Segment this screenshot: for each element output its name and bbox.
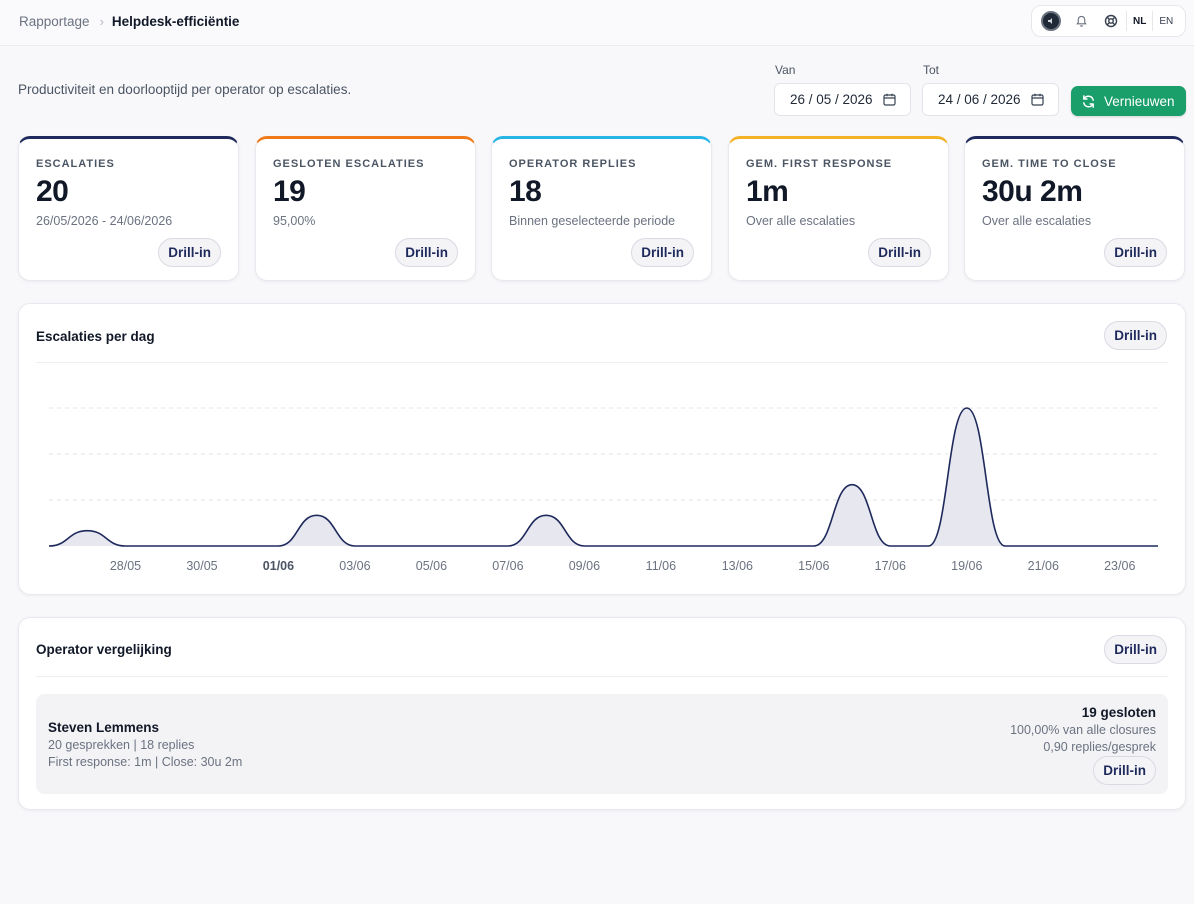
avatar[interactable] xyxy=(1041,11,1061,31)
calendar-icon[interactable] xyxy=(883,93,896,106)
kpi-card-operator-replies: OPERATOR REPLIES 18 Binnen geselecteerde… xyxy=(491,136,712,281)
refresh-icon xyxy=(1083,95,1094,108)
operator-replies-ratio: 0,90 replies/gesprek xyxy=(1043,740,1156,754)
kpi-value: 1m xyxy=(746,175,789,208)
chevron-right-icon: › xyxy=(99,14,104,29)
chart-x-tick-label: 21/06 xyxy=(1028,559,1059,573)
refresh-button[interactable]: Vernieuwen xyxy=(1071,86,1186,116)
language-en-button[interactable]: EN xyxy=(1159,15,1174,27)
kpi-label: ESCALATIES xyxy=(36,158,115,170)
chart-x-tick-label: 01/06 xyxy=(263,559,294,573)
chart-x-tick-label: 09/06 xyxy=(569,559,600,573)
to-date-label: Tot xyxy=(923,63,940,77)
bell-icon[interactable] xyxy=(1066,6,1096,36)
from-date-value: 26 / 05 / 2026 xyxy=(790,92,873,107)
breadcrumb-current: Helpdesk-efficiëntie xyxy=(111,14,240,29)
operators-panel: Operator vergelijking Drill-in Steven Le… xyxy=(18,617,1186,810)
refresh-button-label: Vernieuwen xyxy=(1104,93,1175,109)
chart-x-tick-label: 11/06 xyxy=(646,559,676,573)
kpi-card-escalaties: ESCALATIES 20 26/05/2026 - 24/06/2026 Dr… xyxy=(18,136,239,281)
kpi-value: 18 xyxy=(509,175,542,208)
chart-x-tick-label: 05/06 xyxy=(416,559,447,573)
chart-area-fill xyxy=(49,408,1158,546)
speaker-icon xyxy=(1048,18,1052,24)
operator-name: Steven Lemmens xyxy=(48,720,160,735)
panel-divider xyxy=(36,676,1168,677)
drill-in-button[interactable]: Drill-in xyxy=(1104,238,1167,267)
page-subtitle: Productiviteit en doorlooptijd per opera… xyxy=(18,82,352,97)
top-bar: Rapportage › Helpdesk-efficiëntie NL EN xyxy=(0,0,1194,46)
kpi-value: 19 xyxy=(273,175,306,208)
chart-panel-title: Escalaties per dag xyxy=(36,329,155,344)
chart-series-line xyxy=(48,407,1158,547)
language-nl-button[interactable]: NL xyxy=(1133,15,1147,27)
kpi-subtext: 26/05/2026 - 24/06/2026 xyxy=(36,214,173,228)
kpi-card-first-response: GEM. FIRST RESPONSE 1m Over alle escalat… xyxy=(728,136,949,281)
chart-x-tick-label: 23/06 xyxy=(1104,559,1135,573)
toolbar-divider xyxy=(1152,11,1154,31)
kpi-card-gesloten-escalaties: GESLOTEN ESCALATIES 19 95,00% Drill-in xyxy=(255,136,476,281)
chart-x-tick-label: 19/06 xyxy=(951,559,982,573)
breadcrumb: Rapportage › Helpdesk-efficiëntie xyxy=(19,14,239,29)
chart-x-tick-label: 03/06 xyxy=(339,559,370,573)
kpi-value: 20 xyxy=(36,175,69,208)
from-date-label: Van xyxy=(775,63,796,77)
kpi-label: GESLOTEN ESCALATIES xyxy=(273,158,425,170)
kpi-label: OPERATOR REPLIES xyxy=(509,158,637,170)
help-lifebuoy-icon[interactable] xyxy=(1096,6,1126,36)
chart-x-tick-label: 15/06 xyxy=(798,559,829,573)
drill-in-button[interactable]: Drill-in xyxy=(158,238,221,267)
to-date-value: 24 / 06 / 2026 xyxy=(938,92,1021,107)
operator-row: Steven Lemmens 20 gesprekken | 18 replie… xyxy=(36,694,1168,794)
kpi-subtext: Over alle escalaties xyxy=(746,214,856,228)
chart-x-tick-label: 28/05 xyxy=(110,559,141,573)
drill-in-button[interactable]: Drill-in xyxy=(1104,321,1167,350)
panel-divider xyxy=(36,362,1168,363)
kpi-card-time-to-close: GEM. TIME TO CLOSE 30u 2m Over alle esca… xyxy=(964,136,1185,281)
chart-x-tick-label: 07/06 xyxy=(492,559,523,573)
kpi-value: 30u 2m xyxy=(982,175,1083,208)
drill-in-button[interactable]: Drill-in xyxy=(395,238,458,267)
chart-panel: Escalaties per dag Drill-in 28/05 30/05 01… xyxy=(18,303,1186,595)
to-date-input[interactable]: 24 / 06 / 2026 xyxy=(922,83,1059,116)
calendar-icon[interactable] xyxy=(1031,93,1044,106)
chart-x-tick-label: 13/06 xyxy=(722,559,753,573)
from-date-input[interactable]: 26 / 05 / 2026 xyxy=(774,83,911,116)
operator-stats: 20 gesprekken | 18 replies xyxy=(48,738,195,752)
chart-x-tick-label: 30/05 xyxy=(186,559,217,573)
operator-closed-count: 19 gesloten xyxy=(1081,705,1156,720)
kpi-label: GEM. FIRST RESPONSE xyxy=(746,158,893,170)
chart-x-tick-label: 17/06 xyxy=(875,559,906,573)
operator-timings: First response: 1m | Close: 30u 2m xyxy=(48,755,243,769)
operator-closure-share: 100,00% van alle closures xyxy=(1010,723,1156,737)
drill-in-button[interactable]: Drill-in xyxy=(1093,756,1156,785)
kpi-subtext: 95,00% xyxy=(273,214,316,228)
kpi-label: GEM. TIME TO CLOSE xyxy=(982,158,1117,170)
operators-panel-title: Operator vergelijking xyxy=(36,642,172,657)
drill-in-button[interactable]: Drill-in xyxy=(868,238,931,267)
toolbar-divider xyxy=(1126,11,1127,31)
escalations-per-day-chart: 28/05 30/05 01/06 03/06 05/06 07/06 09/06 11/06… xyxy=(48,407,1158,573)
drill-in-button[interactable]: Drill-in xyxy=(1104,635,1167,664)
breadcrumb-parent-link[interactable]: Rapportage xyxy=(19,14,90,29)
toolbar-controls: NL EN xyxy=(1031,5,1186,37)
kpi-subtext: Binnen geselecteerde periode xyxy=(509,214,676,228)
drill-in-button[interactable]: Drill-in xyxy=(631,238,694,267)
kpi-subtext: Over alle escalaties xyxy=(982,214,1092,228)
